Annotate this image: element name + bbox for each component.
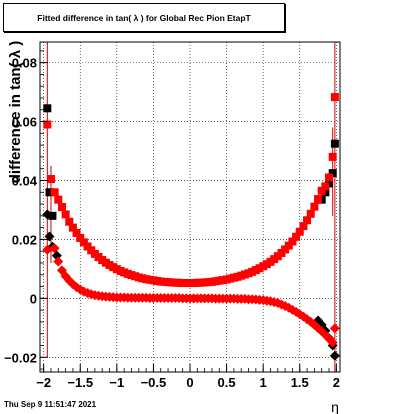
- data-point-square: [57, 203, 66, 211]
- x-tick-label: 0: [186, 375, 193, 390]
- data-point-square: [317, 186, 326, 195]
- data-point-square: [65, 217, 74, 226]
- data-point-square: [292, 232, 301, 241]
- data-point-diamond: [329, 350, 340, 361]
- data-point-square: [48, 211, 57, 220]
- data-point-square: [61, 210, 70, 219]
- x-tick-label: 1.5: [291, 375, 309, 390]
- data-point-diamond: [329, 323, 340, 334]
- data-point-square: [295, 227, 304, 236]
- data-point-square: [72, 228, 81, 237]
- data-point-square: [46, 175, 55, 184]
- data-point-square: [284, 241, 293, 250]
- x-axis-label: η: [331, 399, 339, 414]
- tick-labels: −2 −1.5 −1 −0.5 0 0.5 1 1.5 2 −0.02 0 0.02 0.04 0.06 0…: [4, 56, 340, 390]
- data-marks: [42, 93, 340, 361]
- x-tick-label: 0.5: [218, 375, 236, 390]
- y-tick-label: −0.02: [4, 350, 37, 365]
- x-tick-label: −1.5: [67, 375, 93, 390]
- data-point-diamond: [42, 209, 53, 220]
- data-point-square: [68, 223, 77, 232]
- y-tick-label: 0.02: [12, 232, 37, 247]
- x-tick-label: −0.5: [141, 375, 167, 390]
- data-point-square: [328, 169, 337, 178]
- y-axis-label: difference in tan( λ ): [7, 41, 24, 184]
- data-point-square: [54, 195, 63, 204]
- data-point-square: [43, 120, 52, 129]
- data-point-square: [288, 237, 297, 246]
- x-tick-label: −2: [36, 375, 51, 390]
- axis-ticks: [40, 50, 337, 372]
- grid: [40, 42, 340, 372]
- data-point-square: [306, 209, 315, 218]
- data-point-diamond: [42, 244, 53, 255]
- x-tick-label: 2: [333, 375, 340, 390]
- error-bars: [46, 42, 336, 372]
- x-tick-label: −1: [109, 375, 124, 390]
- data-point-diamond: [53, 256, 64, 267]
- data-point-square: [299, 222, 308, 231]
- data-point-square: [314, 195, 323, 204]
- data-point-square: [45, 188, 54, 197]
- data-point-square: [43, 104, 52, 113]
- data-point-diamond: [44, 231, 55, 242]
- data-point-square: [79, 238, 88, 247]
- data-point-square: [330, 139, 339, 148]
- chart-title: Fitted difference in tan( λ ) for Global…: [3, 3, 285, 32]
- x-tick-label: 1: [260, 375, 267, 390]
- y-tick-label: 0.06: [12, 115, 37, 130]
- data-point-square: [330, 93, 339, 102]
- y-tick-label: 0: [30, 291, 37, 306]
- timestamp: Thu Sep 9 11:51:47 2021: [4, 400, 97, 409]
- y-tick-label: 0.08: [12, 56, 37, 71]
- data-point-square: [325, 173, 334, 182]
- data-point-square: [310, 202, 319, 211]
- data-point-square: [321, 182, 330, 191]
- data-point-square: [76, 233, 85, 242]
- data-point-diamond: [49, 243, 60, 254]
- y-tick-label: 0.04: [12, 173, 38, 188]
- data-point-square: [328, 152, 337, 161]
- data-point-square: [50, 188, 59, 197]
- data-point-diamond: [327, 337, 338, 348]
- data-point-square: [303, 216, 312, 225]
